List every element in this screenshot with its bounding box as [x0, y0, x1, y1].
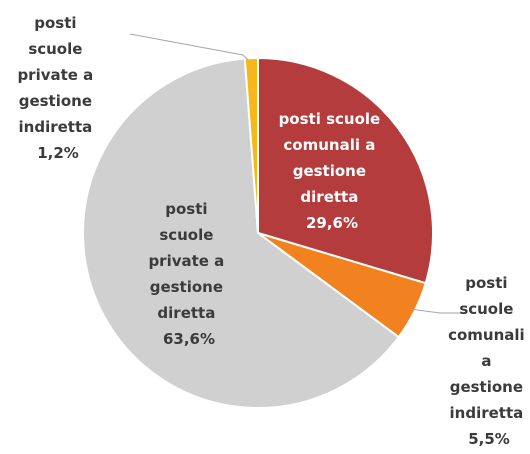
label-communal-indirect: posti scuole comunali a gestione indiret… [448, 274, 530, 448]
slice-communal-direct [257, 56, 434, 285]
label-communal-direct: posti scuole comunali a gestione diretta… [279, 110, 386, 232]
pie-slices [82, 56, 434, 409]
value-communal-direct: 29,6% [306, 214, 358, 232]
leader-line-communal-indirect [409, 308, 462, 314]
value-communal-indirect: 5,5% [468, 430, 510, 448]
value-private-indirect: 1,2% [37, 144, 79, 162]
label-private-indirect: posti scuole private a gestione indirett… [17, 14, 98, 162]
slice-private-indirect [243, 56, 259, 234]
leader-lines [129, 33, 462, 314]
value-private-direct: 63,6% [163, 330, 215, 348]
slice-private-direct [82, 57, 401, 409]
leader-line-private-indirect [129, 33, 249, 61]
label-private-direct: posti scuole private a gestione diretta … [148, 200, 229, 348]
